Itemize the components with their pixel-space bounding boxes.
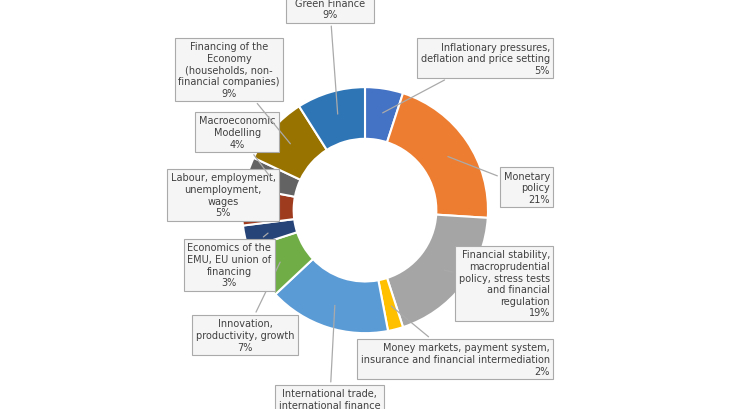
Wedge shape [275,259,388,333]
Text: Money markets, payment system,
insurance and financial intermediation
2%: Money markets, payment system, insurance… [361,306,550,375]
Text: Labour, employment,
unemployment,
wages
5%: Labour, employment, unemployment, wages … [171,173,276,218]
Wedge shape [244,158,301,197]
Text: Macroeconomic
Modelling
4%: Macroeconomic Modelling 4% [199,116,275,178]
Text: International trade,
international finance
16%: International trade, international finan… [279,306,380,409]
Text: Economics of the
EMU, EU union of
financing
3%: Economics of the EMU, EU union of financ… [187,234,272,288]
Wedge shape [365,88,403,143]
Text: Climate Change,
Green Finance
9%: Climate Change, Green Finance 9% [289,0,370,115]
Wedge shape [387,215,488,327]
Wedge shape [242,188,295,226]
Text: Financing of the
Economy
(households, non-
financial companies)
9%: Financing of the Economy (households, no… [178,42,291,144]
Wedge shape [243,220,297,249]
Text: Inflationary pressures,
deflation and price setting
5%: Inflationary pressures, deflation and pr… [383,43,550,114]
Text: Monetary
policy
21%: Monetary policy 21% [448,157,550,204]
Wedge shape [299,88,365,151]
Text: Innovation,
productivity, growth
7%: Innovation, productivity, growth 7% [196,263,294,352]
Wedge shape [254,107,327,180]
Text: Financial stability,
macroprudential
policy, stress tests
and financial
regulati: Financial stability, macroprudential pol… [445,250,550,317]
Wedge shape [387,94,488,218]
Wedge shape [248,233,313,294]
Wedge shape [378,278,403,331]
